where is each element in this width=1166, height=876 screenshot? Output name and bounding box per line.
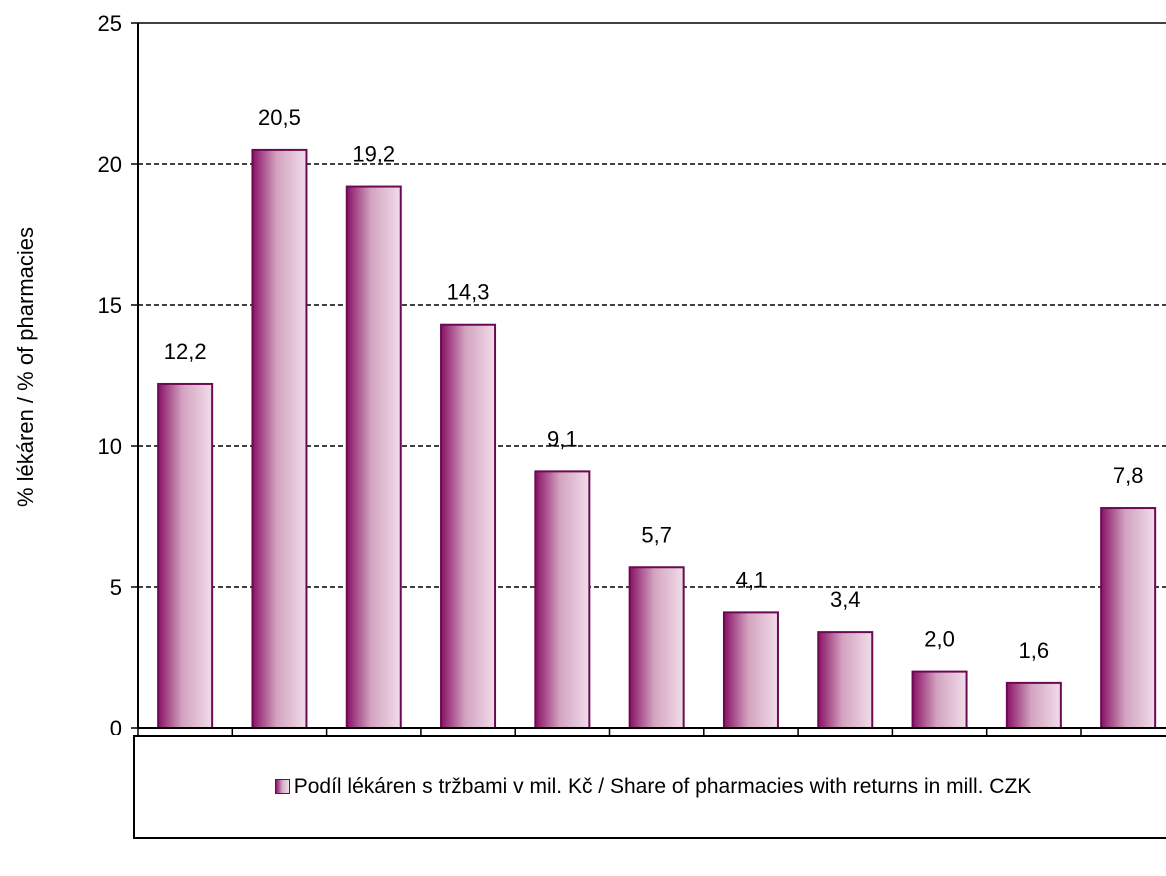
data-label: 4,1 (736, 567, 767, 592)
data-label: 7,8 (1113, 463, 1144, 488)
legend-label: Podíl lékáren s tržbami v mil. Kč / Shar… (294, 775, 1032, 798)
bar (1101, 508, 1155, 728)
data-label: 2,0 (924, 627, 955, 652)
bar (913, 672, 967, 728)
legend-entry: Podíl lékáren s tržbami v mil. Kč / Shar… (135, 775, 1166, 799)
data-label: 3,4 (830, 587, 861, 612)
bar (818, 632, 872, 728)
data-label: 20,5 (258, 105, 301, 130)
y-tick-label: 15 (98, 293, 122, 318)
y-tick-label: 0 (110, 716, 122, 735)
y-tick-label: 25 (98, 11, 122, 36)
data-label: 5,7 (641, 522, 672, 547)
y-tick-label: 20 (98, 152, 122, 177)
legend: Podíl lékáren s tržbami v mil. Kč / Shar… (133, 735, 1166, 839)
bar (724, 612, 778, 728)
bar (158, 384, 212, 728)
bar (535, 471, 589, 728)
data-label: 1,6 (1019, 638, 1050, 663)
bar (441, 325, 495, 728)
bar-chart: 051015202512,20–520,55–1019,210–1514,315… (0, 0, 1166, 735)
legend-swatch (275, 779, 290, 794)
bars (158, 150, 1155, 728)
bar (1007, 683, 1061, 728)
data-label: 19,2 (352, 142, 395, 167)
data-label: 12,2 (164, 339, 207, 364)
y-tick-label: 10 (98, 434, 122, 459)
y-tick-label: 5 (110, 575, 122, 600)
bar (252, 150, 306, 728)
y-axis-label: % lékáren / % of pharmacies (13, 227, 38, 507)
data-label: 9,1 (547, 426, 578, 451)
bar (347, 187, 401, 728)
bar (630, 567, 684, 728)
data-label: 14,3 (447, 280, 490, 305)
